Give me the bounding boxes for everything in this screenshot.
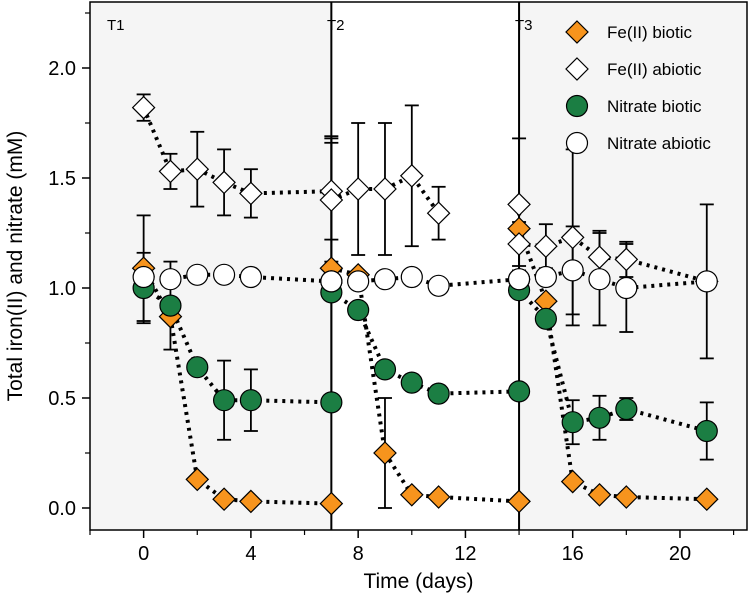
series-line-3-0 [143,272,332,284]
data-point [132,265,155,289]
data-point [694,487,719,512]
data-point [186,263,209,286]
data-point [587,482,612,507]
data-point [427,382,450,405]
data-points [131,95,719,516]
data-point [185,157,210,182]
data-point [346,177,371,201]
data-point [560,225,585,250]
data-point [507,489,531,514]
data-point [507,380,531,403]
legend-marker [565,20,589,44]
data-point [695,419,718,443]
data-point [614,247,639,272]
data-point [212,263,236,286]
data-point [239,181,263,206]
data-point [560,469,585,494]
data-point [212,487,236,512]
x-tick-label: 20 [669,543,691,565]
x-tick-label: 12 [454,543,476,565]
data-point [373,268,397,291]
data-point [373,441,397,465]
data-point [614,485,639,509]
period-label-t1: T1 [107,17,125,34]
data-point [507,192,531,217]
data-point [400,371,423,394]
data-point [239,265,262,289]
data-point [239,489,263,514]
period-label-t3: T3 [515,17,533,34]
x-tick-label: 0 [138,543,149,565]
legend-label: Fe(II) abiotic [607,60,702,79]
legend-label: Nitrate abiotic [607,134,711,153]
data-point [159,268,182,291]
plot-frame [89,1,748,531]
data-point [427,274,450,297]
data-point [534,307,557,330]
x-tick-label: 4 [245,543,256,565]
data-point [615,276,638,300]
data-point [373,358,397,381]
data-point [131,95,156,120]
y-tick-label: 1.0 [48,278,76,300]
period-background-3 [519,2,747,530]
series-line-0-1 [330,266,520,504]
data-point [347,298,370,322]
legend-marker [565,94,589,118]
data-point [399,163,424,188]
series-line-3-1 [331,274,520,288]
data-point [320,391,343,414]
data-point [588,268,611,291]
data-point [373,177,397,201]
period-label-t2: T2 [327,17,345,34]
data-point [186,356,209,379]
data-point [561,259,584,282]
data-point [399,482,424,507]
x-axis-title: Time (days) [363,570,473,593]
data-point [695,270,718,293]
y-tick-label: 0.5 [48,388,76,410]
data-point [212,170,236,195]
data-point [212,389,236,412]
x-tick-label: 8 [353,543,364,565]
y-axis-title: Total iron(II) and nitrate (mM) [4,131,27,402]
period-labels: T1 T2 T3 [107,17,533,34]
data-point [319,188,344,212]
data-point [426,485,451,509]
legend-marker [565,57,589,81]
y-tick-label: 1.5 [48,168,76,190]
x-tick-label: 16 [562,543,584,565]
series-line-1-0 [141,106,332,196]
legend: Fe(II) biotic Fe(II) abiotic Nitrate bioti… [565,20,711,155]
data-point [400,265,423,289]
data-point [185,467,210,492]
period-background-1 [90,2,332,530]
data-point [426,201,451,226]
legend-label: Fe(II) biotic [607,23,693,42]
data-point [158,159,183,184]
data-point [588,406,611,429]
legend-marker [565,131,589,155]
data-point [320,270,343,293]
data-point [534,265,557,289]
y-tick-label: 0.0 [48,498,76,520]
data-point [159,294,182,317]
y-tick-label: 2.0 [48,58,76,80]
data-point [561,411,584,434]
axes: 0 4 8 12 16 20 0.0 0.5 1.0 1.5 2.0 [48,1,748,565]
period-background-2 [331,2,520,530]
legend-label: Nitrate biotic [607,97,702,116]
data-point [507,232,531,256]
series-line-0-2 [517,227,707,502]
period-backgrounds [90,2,747,530]
data-point [347,270,370,293]
data-point [239,389,262,412]
data-point [319,491,344,516]
data-point [534,234,558,259]
data-point [507,268,531,291]
data-point [615,397,638,421]
